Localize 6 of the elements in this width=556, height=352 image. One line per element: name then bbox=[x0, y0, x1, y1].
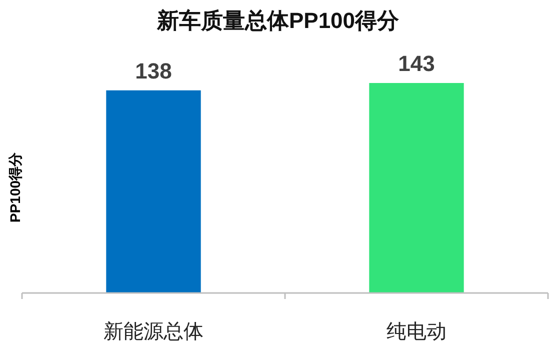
x-tick-label: 新能源总体 bbox=[104, 321, 204, 343]
x-tick-label: 纯电动 bbox=[386, 321, 446, 343]
data-label: 143 bbox=[398, 51, 435, 76]
data-label: 138 bbox=[135, 58, 172, 84]
y-axis-title: PP100得分 bbox=[7, 151, 23, 223]
chart-title: 新车质量总体PP100得分 bbox=[156, 8, 400, 33]
